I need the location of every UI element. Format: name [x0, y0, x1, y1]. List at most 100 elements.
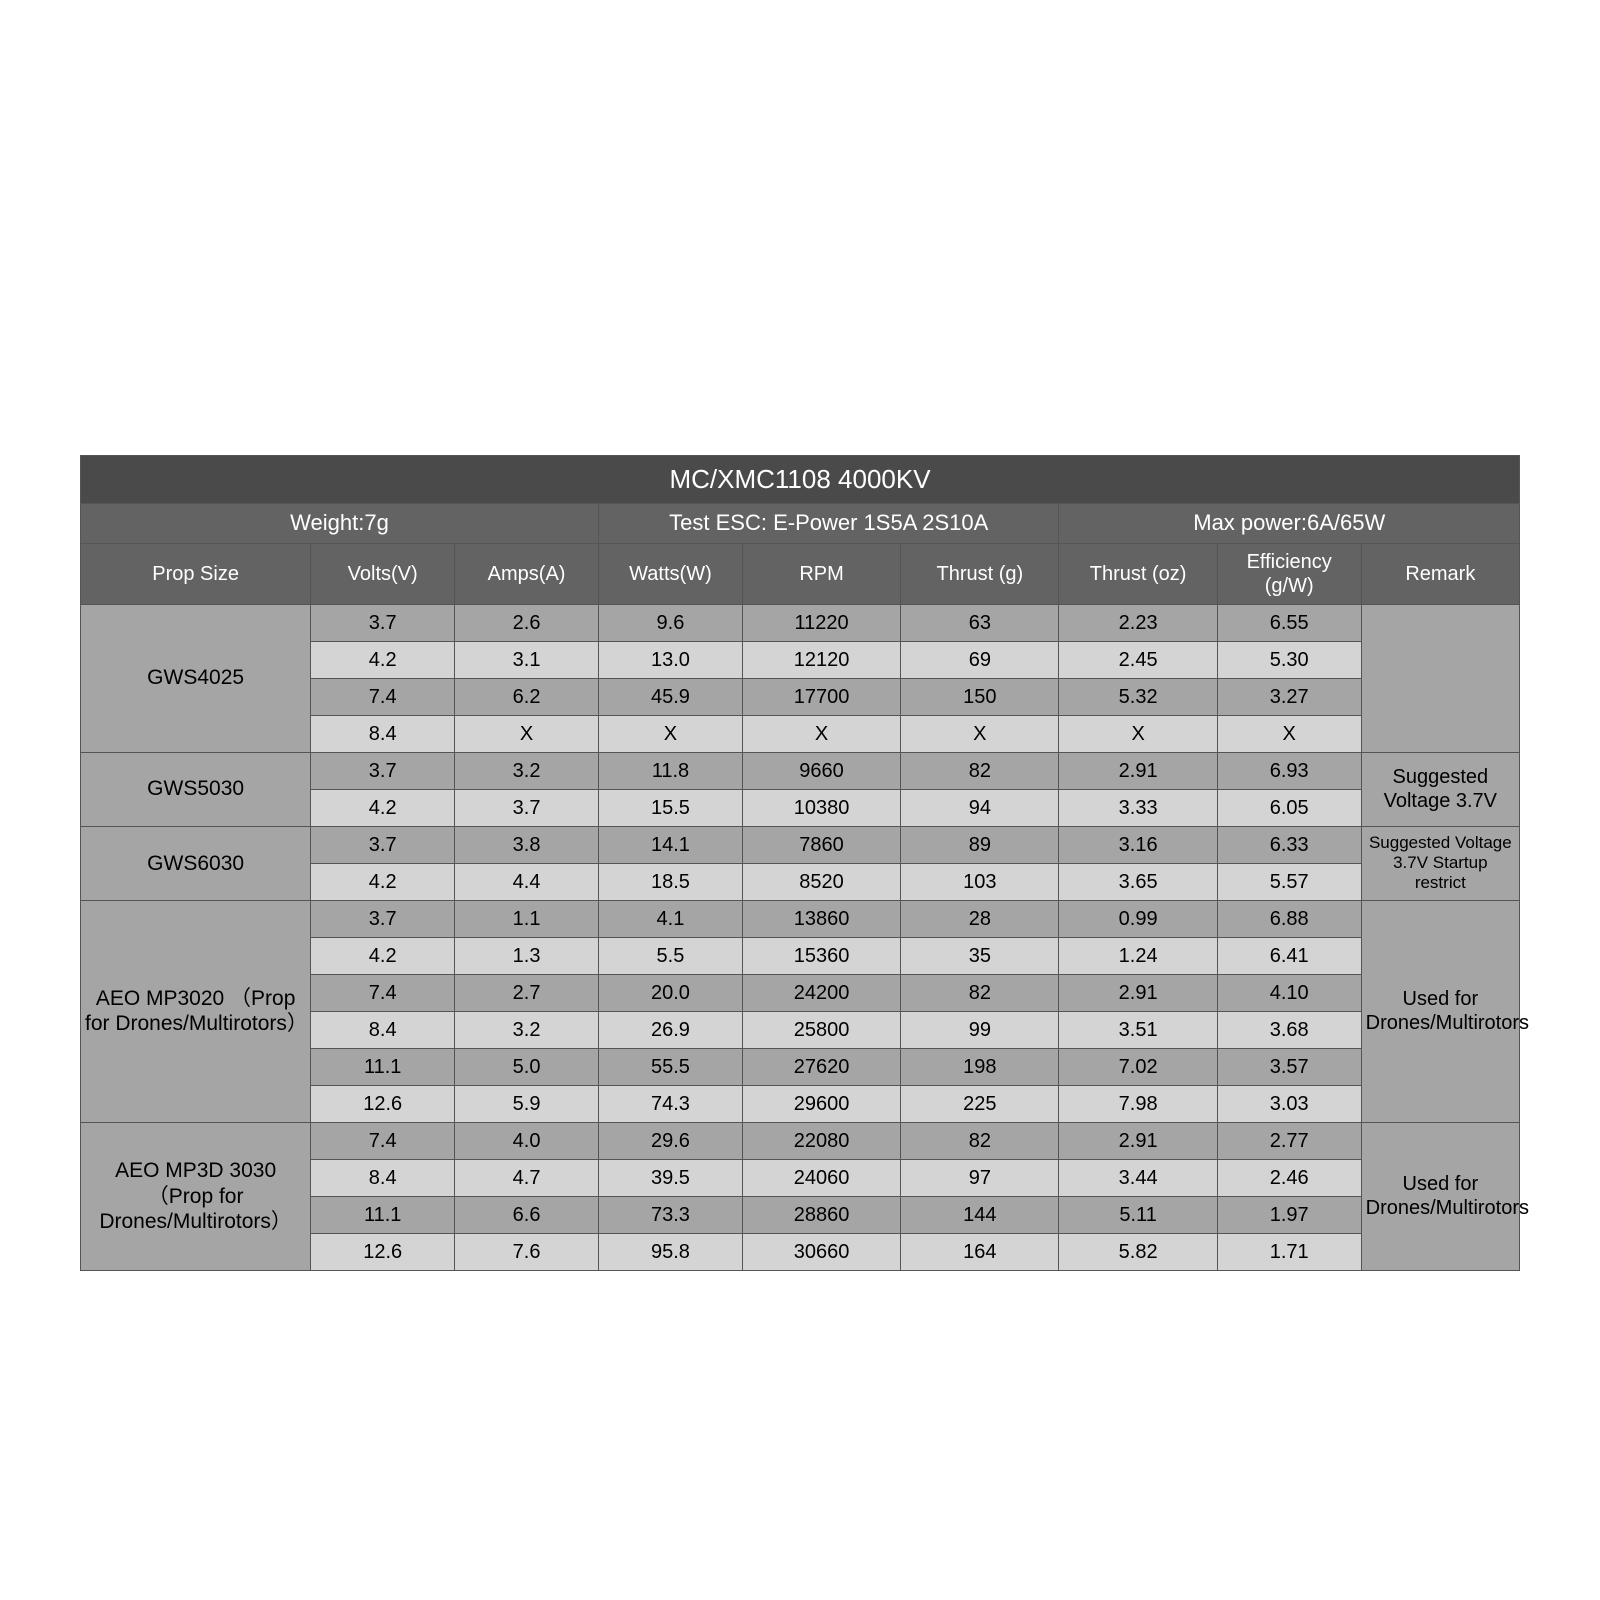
- data-cell: 1.3: [455, 937, 599, 974]
- data-cell: 7.4: [311, 1122, 455, 1159]
- data-cell: 12.6: [311, 1085, 455, 1122]
- hdr-volts: Volts(V): [311, 543, 455, 604]
- data-cell: 24200: [742, 974, 900, 1011]
- data-cell: 12120: [742, 641, 900, 678]
- data-cell: 103: [901, 863, 1059, 900]
- data-cell: 6.6: [455, 1196, 599, 1233]
- data-cell: 18.5: [599, 863, 743, 900]
- table-title: MC/XMC1108 4000KV: [81, 456, 1520, 504]
- data-cell: X: [901, 715, 1059, 752]
- data-cell: X: [599, 715, 743, 752]
- data-cell: 82: [901, 974, 1059, 1011]
- data-cell: 4.10: [1217, 974, 1361, 1011]
- data-cell: 30660: [742, 1233, 900, 1270]
- data-cell: 3.27: [1217, 678, 1361, 715]
- data-cell: 3.03: [1217, 1085, 1361, 1122]
- data-cell: 2.23: [1059, 604, 1217, 641]
- data-cell: 4.1: [599, 900, 743, 937]
- data-cell: 89: [901, 826, 1059, 863]
- data-cell: 5.32: [1059, 678, 1217, 715]
- data-cell: 7.4: [311, 974, 455, 1011]
- remark-cell: [1361, 604, 1519, 752]
- data-cell: 164: [901, 1233, 1059, 1270]
- remark-cell: Used for Drones/Multirotors: [1361, 1122, 1519, 1270]
- data-cell: 1.71: [1217, 1233, 1361, 1270]
- data-cell: 22080: [742, 1122, 900, 1159]
- table-row: AEO MP3D 3030（Prop for Drones/Multirotor…: [81, 1122, 1520, 1159]
- data-cell: 28: [901, 900, 1059, 937]
- data-cell: 5.0: [455, 1048, 599, 1085]
- prop-size-cell: GWS5030: [81, 752, 311, 826]
- title-row: MC/XMC1108 4000KV: [81, 456, 1520, 504]
- data-cell: 27620: [742, 1048, 900, 1085]
- data-cell: 28860: [742, 1196, 900, 1233]
- motor-spec-table: MC/XMC1108 4000KV Weight:7g Test ESC: E-…: [80, 455, 1520, 1271]
- data-cell: 2.77: [1217, 1122, 1361, 1159]
- data-cell: 11.1: [311, 1196, 455, 1233]
- data-cell: 2.91: [1059, 752, 1217, 789]
- data-cell: 14.1: [599, 826, 743, 863]
- data-cell: 3.57: [1217, 1048, 1361, 1085]
- data-cell: 1.24: [1059, 937, 1217, 974]
- data-cell: 2.6: [455, 604, 599, 641]
- data-cell: 3.68: [1217, 1011, 1361, 1048]
- data-cell: 5.30: [1217, 641, 1361, 678]
- table-row: GWS40253.72.69.611220632.236.55: [81, 604, 1520, 641]
- data-cell: 7.4: [311, 678, 455, 715]
- data-cell: 5.9: [455, 1085, 599, 1122]
- data-cell: 5.57: [1217, 863, 1361, 900]
- data-cell: 9660: [742, 752, 900, 789]
- data-cell: 4.7: [455, 1159, 599, 1196]
- data-cell: 3.7: [455, 789, 599, 826]
- data-cell: 2.91: [1059, 1122, 1217, 1159]
- data-cell: 4.2: [311, 937, 455, 974]
- data-cell: 3.7: [311, 826, 455, 863]
- prop-size-cell: GWS4025: [81, 604, 311, 752]
- data-cell: X: [1059, 715, 1217, 752]
- hdr-amps: Amps(A): [455, 543, 599, 604]
- data-cell: 3.2: [455, 752, 599, 789]
- data-cell: 1.1: [455, 900, 599, 937]
- hdr-rpm: RPM: [742, 543, 900, 604]
- maxpower-cell: Max power:6A/65W: [1059, 504, 1520, 543]
- data-cell: 9.6: [599, 604, 743, 641]
- weight-cell: Weight:7g: [81, 504, 599, 543]
- data-cell: 144: [901, 1196, 1059, 1233]
- data-cell: 45.9: [599, 678, 743, 715]
- data-cell: 6.2: [455, 678, 599, 715]
- data-cell: 5.11: [1059, 1196, 1217, 1233]
- data-cell: 39.5: [599, 1159, 743, 1196]
- data-cell: 63: [901, 604, 1059, 641]
- data-cell: 6.55: [1217, 604, 1361, 641]
- data-cell: 10380: [742, 789, 900, 826]
- data-cell: X: [1217, 715, 1361, 752]
- data-cell: 3.7: [311, 752, 455, 789]
- data-cell: 82: [901, 1122, 1059, 1159]
- data-cell: 3.33: [1059, 789, 1217, 826]
- data-cell: 7.6: [455, 1233, 599, 1270]
- data-cell: 4.4: [455, 863, 599, 900]
- data-cell: 3.7: [311, 900, 455, 937]
- data-cell: 3.8: [455, 826, 599, 863]
- data-cell: 3.7: [311, 604, 455, 641]
- data-cell: 95.8: [599, 1233, 743, 1270]
- data-cell: 3.2: [455, 1011, 599, 1048]
- data-cell: 17700: [742, 678, 900, 715]
- data-cell: 150: [901, 678, 1059, 715]
- data-cell: 29.6: [599, 1122, 743, 1159]
- data-cell: 8520: [742, 863, 900, 900]
- header-row: Prop Size Volts(V) Amps(A) Watts(W) RPM …: [81, 543, 1520, 604]
- data-cell: 198: [901, 1048, 1059, 1085]
- data-cell: 11220: [742, 604, 900, 641]
- data-cell: 6.33: [1217, 826, 1361, 863]
- data-cell: 0.99: [1059, 900, 1217, 937]
- data-cell: 55.5: [599, 1048, 743, 1085]
- data-cell: 4.0: [455, 1122, 599, 1159]
- hdr-prop: Prop Size: [81, 543, 311, 604]
- data-cell: 3.44: [1059, 1159, 1217, 1196]
- table-row: GWS50303.73.211.89660822.916.93Suggested…: [81, 752, 1520, 789]
- data-cell: 24060: [742, 1159, 900, 1196]
- data-cell: 29600: [742, 1085, 900, 1122]
- data-cell: 94: [901, 789, 1059, 826]
- data-cell: 11.1: [311, 1048, 455, 1085]
